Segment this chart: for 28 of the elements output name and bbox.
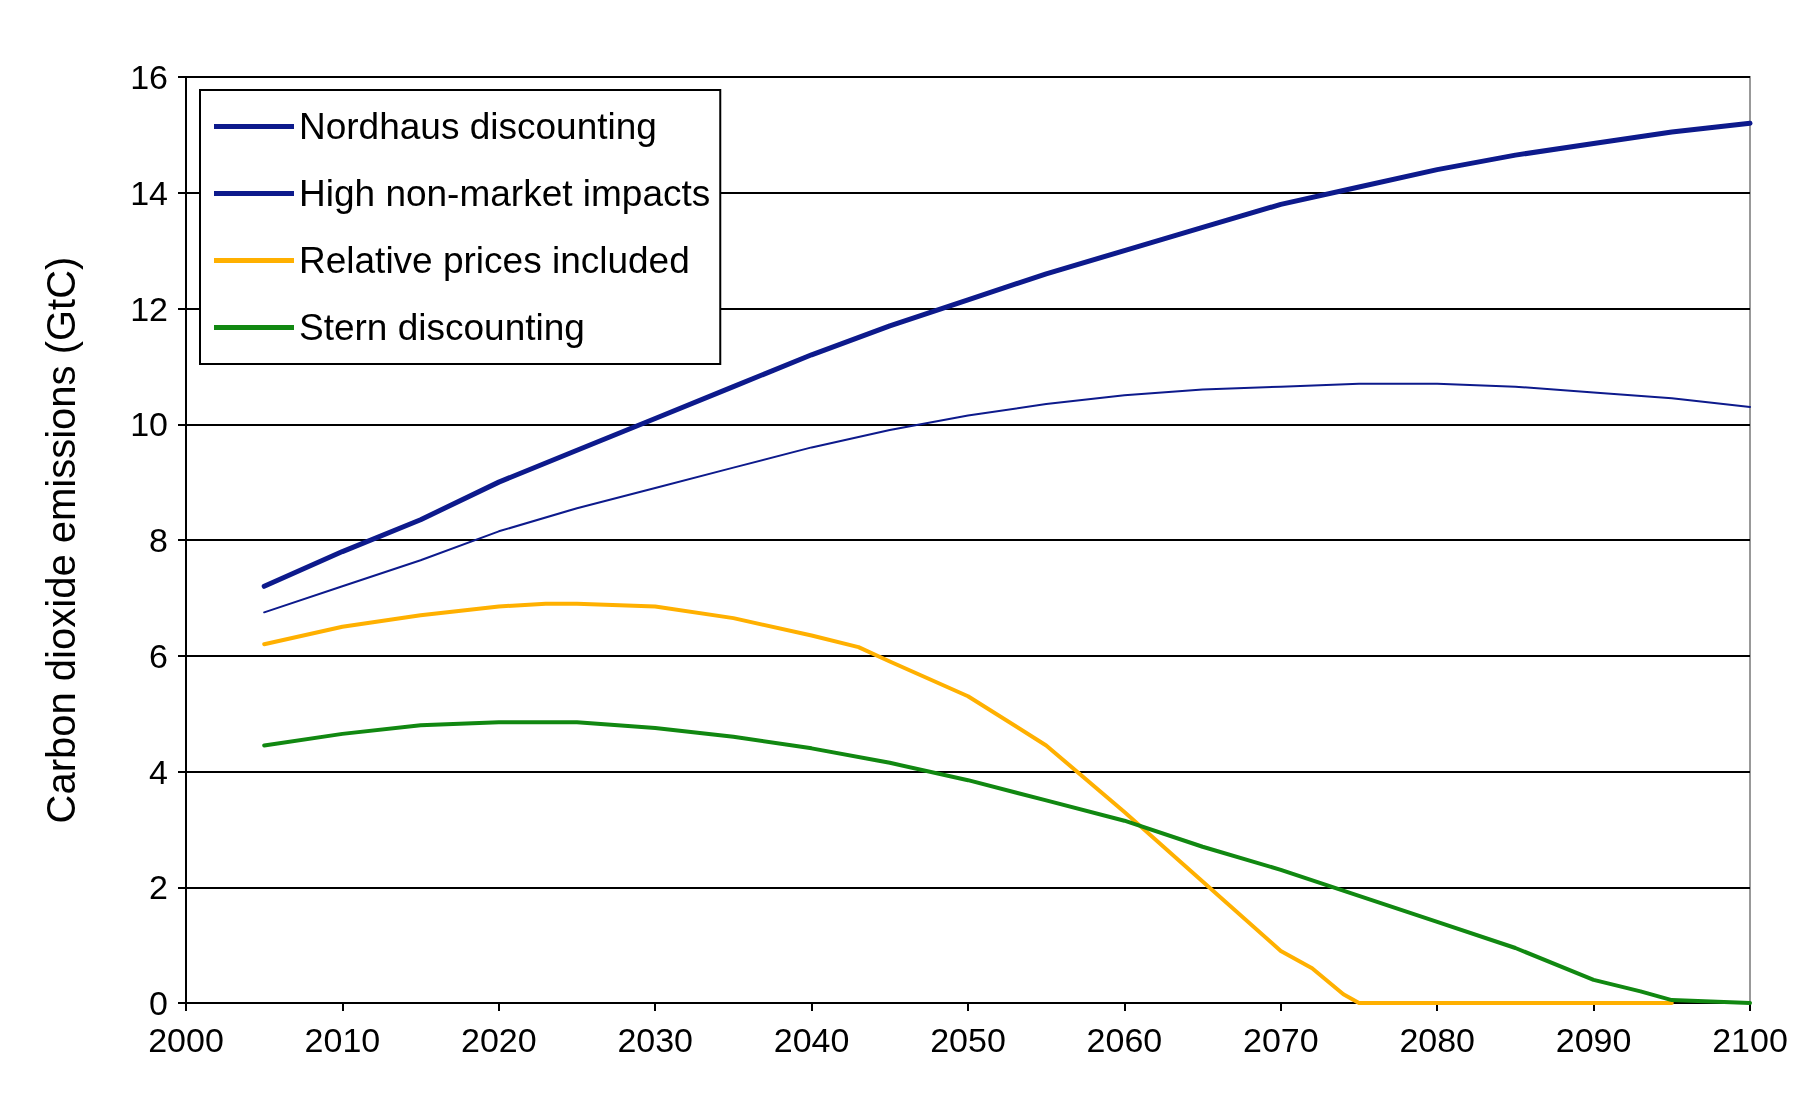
x-tick-label: 2010 — [304, 1021, 381, 1059]
y-tick-label: 6 — [149, 636, 168, 675]
y-tick-label: 16 — [130, 58, 168, 96]
x-tick-label: 2020 — [460, 1021, 537, 1059]
legend-label: Stern discounting — [299, 307, 585, 348]
y-tick-label: 8 — [149, 521, 168, 559]
x-tick-label: 2100 — [1712, 1021, 1788, 1059]
y-tick-label: 12 — [130, 289, 168, 328]
x-tick-label: 2060 — [1086, 1021, 1163, 1059]
x-tick-label: 2030 — [617, 1021, 694, 1059]
x-tick-label: 2080 — [1399, 1021, 1476, 1059]
x-tick-label: 2090 — [1555, 1021, 1632, 1059]
line-series — [263, 382, 1751, 614]
x-tick-label: 2040 — [773, 1021, 850, 1059]
y-tick-label: 4 — [149, 752, 168, 791]
x-tick-label: 2000 — [148, 1021, 224, 1059]
line-series — [262, 601, 1674, 1005]
y-tick-label: 10 — [130, 405, 168, 444]
legend-label: High non-market impacts — [299, 173, 711, 214]
legend-label: Nordhaus discounting — [299, 106, 657, 147]
line-series — [262, 720, 1752, 1005]
y-tick-label: 14 — [130, 173, 168, 212]
legend-label: Relative prices included — [299, 240, 690, 281]
y-tick-label: 2 — [149, 868, 168, 907]
y-tick-label: 0 — [149, 984, 168, 1022]
x-tick-label: 2070 — [1242, 1021, 1319, 1059]
y-axis-title: Carbon dioxide emissions (GtC) — [39, 256, 83, 824]
x-tick-label: 2050 — [930, 1021, 1006, 1059]
